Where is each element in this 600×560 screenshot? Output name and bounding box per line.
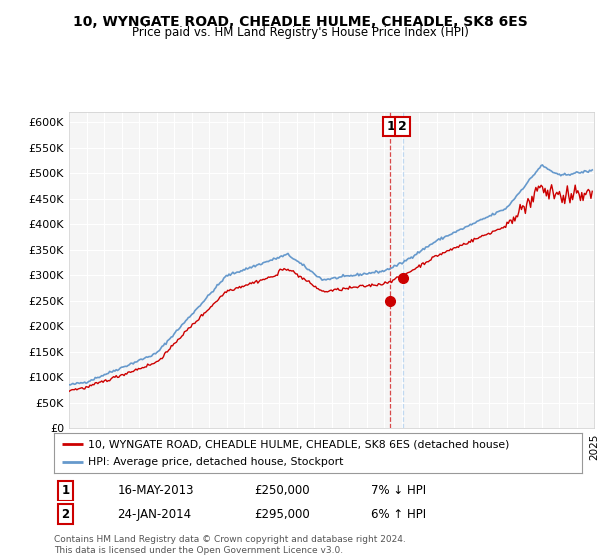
Text: 2: 2 [398, 120, 407, 133]
Text: 1: 1 [386, 120, 395, 133]
Text: 7% ↓ HPI: 7% ↓ HPI [371, 484, 426, 497]
Text: 24-JAN-2014: 24-JAN-2014 [118, 507, 191, 521]
Text: 10, WYNGATE ROAD, CHEADLE HULME, CHEADLE, SK8 6ES (detached house): 10, WYNGATE ROAD, CHEADLE HULME, CHEADLE… [88, 439, 509, 449]
Text: £295,000: £295,000 [254, 507, 310, 521]
Text: Contains HM Land Registry data © Crown copyright and database right 2024.
This d: Contains HM Land Registry data © Crown c… [54, 535, 406, 555]
Text: Price paid vs. HM Land Registry's House Price Index (HPI): Price paid vs. HM Land Registry's House … [131, 26, 469, 39]
Text: HPI: Average price, detached house, Stockport: HPI: Average price, detached house, Stoc… [88, 457, 344, 467]
Text: 1: 1 [62, 484, 70, 497]
Text: 16-MAY-2013: 16-MAY-2013 [118, 484, 194, 497]
Text: 6% ↑ HPI: 6% ↑ HPI [371, 507, 426, 521]
Text: 2: 2 [62, 507, 70, 521]
Text: £250,000: £250,000 [254, 484, 310, 497]
Text: 10, WYNGATE ROAD, CHEADLE HULME, CHEADLE, SK8 6ES: 10, WYNGATE ROAD, CHEADLE HULME, CHEADLE… [73, 15, 527, 29]
